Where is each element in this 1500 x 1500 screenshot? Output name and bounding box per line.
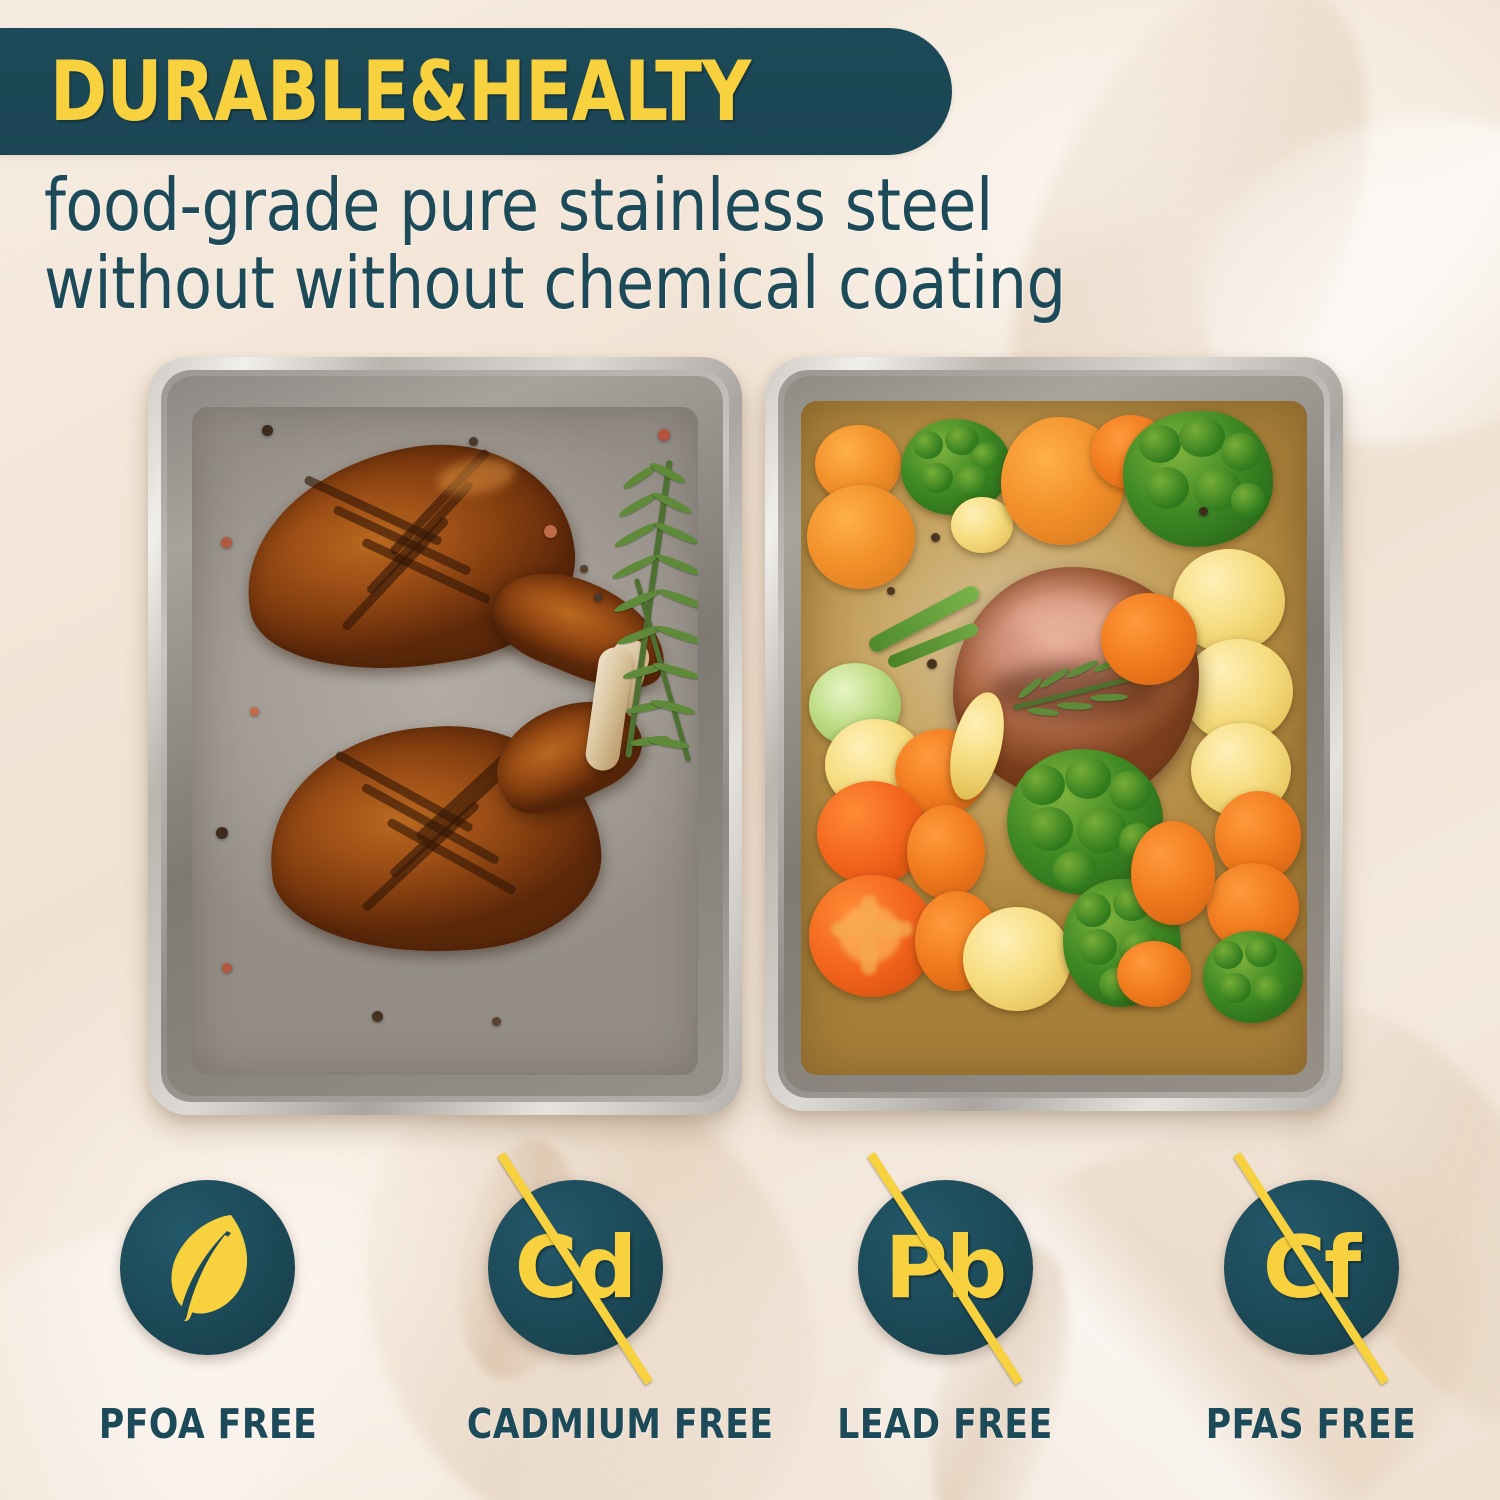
- peppercorn: [658, 429, 670, 441]
- badge-lead-free[interactable]: Pb LEAD FREE: [830, 1151, 1060, 1448]
- peppercorn: [580, 565, 588, 573]
- pan-floor: [801, 401, 1307, 1075]
- certification-badges: PFOA FREE Cd CADMIUM FREE Pb LEAD FREE C…: [0, 1151, 1500, 1500]
- badge-label: CADMIUM FREE: [466, 1400, 774, 1448]
- sweet-potato-slice: [807, 485, 915, 589]
- badge-label: PFAS FREE: [1205, 1400, 1417, 1448]
- banner-title: DURABLE&HEALTY: [50, 43, 751, 140]
- rosemary-sprig: [590, 455, 698, 785]
- carrot-slice: [1101, 593, 1197, 685]
- subtitle: food-grade pure stainless steel without …: [44, 166, 1311, 323]
- broccoli-floret: [901, 419, 1011, 515]
- subtitle-line-1: food-grade pure stainless steel: [44, 163, 993, 247]
- peppercorn: [216, 827, 228, 839]
- badge-disc: Cd: [487, 1151, 663, 1385]
- peppercorn: [372, 1011, 383, 1022]
- header-banner: DURABLE&HEALTY: [0, 28, 952, 155]
- baking-pan-left: [148, 357, 742, 1115]
- pepper-flake: [931, 533, 940, 542]
- subtitle-line-2: without without chemical coating: [44, 241, 1066, 326]
- peppercorn: [594, 593, 603, 602]
- pepper-flake: [927, 659, 937, 669]
- badge-pfoa-free[interactable]: PFOA FREE: [92, 1180, 322, 1448]
- pepper-flake: [887, 587, 895, 595]
- badge-disc: Cf: [1223, 1151, 1399, 1385]
- peppercorn: [250, 707, 259, 716]
- carrot-slice: [1117, 941, 1191, 1007]
- badge-disc: [119, 1180, 295, 1355]
- badge-label: PFOA FREE: [98, 1400, 318, 1448]
- tomato-slice: [809, 875, 935, 997]
- peppercorn: [221, 537, 232, 548]
- badge-cadmium-free[interactable]: Cd CADMIUM FREE: [460, 1151, 774, 1448]
- carrot-slice: [1131, 821, 1215, 925]
- carrot-slice: [907, 805, 985, 899]
- peppercorn: [262, 425, 273, 436]
- badge-label: LEAD FREE: [837, 1400, 1053, 1448]
- peppercorn: [492, 1017, 501, 1026]
- peppercorn: [222, 963, 232, 973]
- peppercorn: [469, 437, 478, 446]
- pepper-flake: [1199, 507, 1208, 516]
- pan-floor: [192, 407, 698, 1075]
- broccoli-floret: [1007, 749, 1163, 895]
- potato-slice: [963, 907, 1071, 1011]
- leaf-icon: [120, 1180, 295, 1355]
- badge-disc: Pb: [857, 1151, 1033, 1385]
- baking-pan-right: [765, 357, 1343, 1111]
- peppercorn: [544, 525, 557, 538]
- badge-pfas-free[interactable]: Cf PFAS FREE: [1196, 1151, 1426, 1448]
- broccoli-floret: [1203, 931, 1303, 1023]
- broccoli-floret: [1123, 411, 1273, 547]
- squash-slice: [951, 497, 1013, 553]
